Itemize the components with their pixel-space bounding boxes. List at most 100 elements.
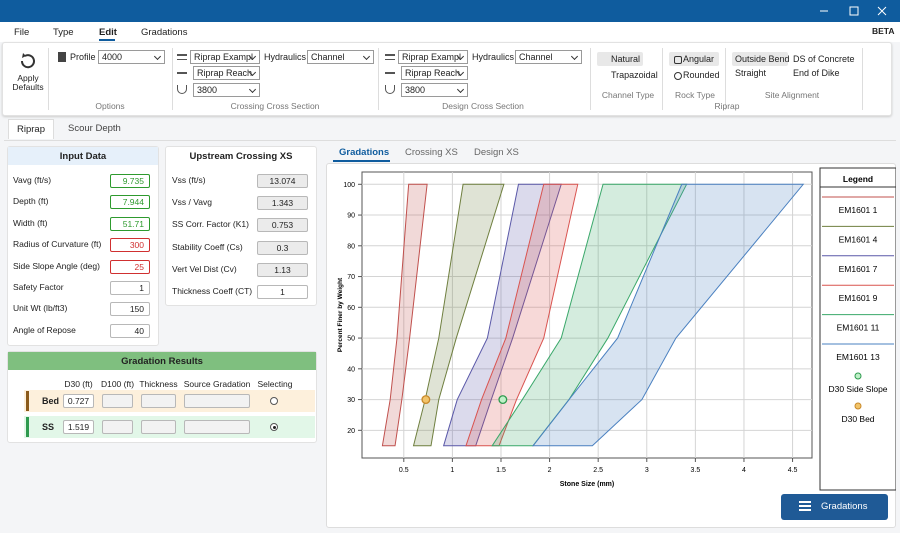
empty-cell[interactable] xyxy=(141,420,176,434)
empty-cell[interactable] xyxy=(102,420,133,434)
empty-cell[interactable] xyxy=(184,394,250,408)
select[interactable]: 4000 xyxy=(98,50,165,64)
d30-marker xyxy=(422,396,430,404)
tab[interactable]: Riprap xyxy=(8,119,54,139)
select[interactable]: Riprap Reach xyxy=(193,66,260,80)
legend-label: EM1601 1 xyxy=(839,205,878,215)
d30-marker xyxy=(499,396,507,404)
empty-cell[interactable] xyxy=(102,394,133,408)
channel-type-option[interactable]: Trapazoidal xyxy=(597,68,657,82)
chart-tab[interactable]: Design XS xyxy=(474,147,519,158)
input-value[interactable]: 300 xyxy=(110,238,150,252)
upstream-value[interactable]: 1 xyxy=(257,285,308,299)
row-bar xyxy=(26,391,29,411)
site-alignment-option[interactable]: End of Dike xyxy=(790,66,850,80)
separator xyxy=(378,48,379,110)
radio-dot xyxy=(273,426,276,429)
legend-label: EM1601 7 xyxy=(839,264,878,274)
empty-cell[interactable] xyxy=(141,394,176,408)
y-tick-label: 90 xyxy=(347,213,355,220)
x-tick-label: 4.5 xyxy=(788,467,798,474)
row-name: Bed xyxy=(42,396,59,406)
input-label: Width (ft) xyxy=(13,218,47,228)
radio[interactable] xyxy=(270,397,278,405)
input-value[interactable]: 25 xyxy=(110,260,150,274)
menu-item[interactable]: Type xyxy=(53,27,74,38)
upstream-value: 1.343 xyxy=(257,196,308,210)
site-alignment-option[interactable]: Straight xyxy=(732,66,782,80)
upstream-label: Vert Vel Dist (Cv) xyxy=(172,264,237,274)
legend-label: EM1601 4 xyxy=(839,234,878,244)
gradations-button[interactable]: Gradations xyxy=(781,494,888,520)
chart-tab[interactable]: Crossing XS xyxy=(405,147,458,158)
upstream-label: Stability Coeff (Cs) xyxy=(172,242,243,252)
input-label: Angle of Repose xyxy=(13,325,76,335)
radio[interactable] xyxy=(270,423,278,431)
group-label: Site Alignment xyxy=(765,90,819,100)
input-value[interactable]: 7.944 xyxy=(110,195,150,209)
rock-icon xyxy=(674,56,682,64)
rock-icon xyxy=(674,72,682,80)
site-alignment-option[interactable]: Outside Bend xyxy=(732,52,788,66)
panel-title: Gradation Results xyxy=(8,356,316,367)
d30-value[interactable]: 1.519 xyxy=(63,420,94,434)
input-label: Safety Factor xyxy=(13,282,64,292)
input-value[interactable]: 40 xyxy=(110,324,150,338)
legend-marker xyxy=(855,373,861,379)
y-tick-label: 20 xyxy=(347,428,355,435)
chart-tab[interactable]: Gradations xyxy=(339,147,389,158)
legend-label: EM1601 13 xyxy=(836,352,880,362)
row-bar xyxy=(26,417,29,437)
apply-defaults[interactable]: ApplyDefaults xyxy=(8,50,48,96)
input-label: Depth (ft) xyxy=(13,196,48,206)
select[interactable]: Riprap Exampl xyxy=(190,50,260,64)
select[interactable]: 3800 xyxy=(401,83,468,97)
menu-item[interactable]: Edit xyxy=(99,27,117,38)
upstream-label: SS Corr. Factor (K1) xyxy=(172,219,249,229)
legend-label: D30 Side Slope xyxy=(828,384,887,394)
group-label: Crossing Cross Section xyxy=(231,101,320,111)
tab-line xyxy=(4,140,896,141)
select[interactable]: 3800 xyxy=(193,83,260,97)
tab[interactable]: Scour Depth xyxy=(60,119,129,138)
input-value[interactable]: 9.735 xyxy=(110,174,150,188)
d30-value[interactable]: 0.727 xyxy=(63,394,94,408)
group-label: Channel Type xyxy=(602,90,654,100)
legend-marker xyxy=(855,403,861,409)
maximize[interactable] xyxy=(850,7,858,15)
column-header: D30 (ft) xyxy=(57,379,100,389)
profile-label: Profile xyxy=(70,52,96,62)
upstream-label: Vss / Vavg xyxy=(172,197,212,207)
select[interactable]: Channel xyxy=(515,50,582,64)
x-tick-label: 2 xyxy=(548,467,552,474)
reach-icon xyxy=(177,72,187,74)
column-header: Thickness xyxy=(135,379,182,389)
hydraulics-label: Hydraulics xyxy=(472,52,514,62)
refresh-icon xyxy=(8,50,48,72)
input-value[interactable]: 1 xyxy=(110,281,150,295)
select[interactable]: Riprap Exampl xyxy=(398,50,468,64)
select[interactable]: Riprap Reach xyxy=(401,66,468,80)
title-bar xyxy=(0,0,900,22)
x-tick-label: 1.5 xyxy=(496,467,506,474)
x-axis-label: Stone Size (mm) xyxy=(560,481,614,488)
x-tick-label: 4 xyxy=(742,467,746,474)
x-tick-label: 0.5 xyxy=(399,467,409,474)
menu-item[interactable]: Gradations xyxy=(141,27,187,38)
separator xyxy=(590,48,591,110)
row-name: SS xyxy=(42,422,54,432)
menu-item[interactable]: File xyxy=(14,27,29,38)
input-value[interactable]: 150 xyxy=(110,302,150,316)
y-tick-label: 60 xyxy=(347,305,355,312)
window-controls xyxy=(0,0,900,22)
channel-type-option[interactable]: Natural xyxy=(597,52,643,66)
select[interactable]: Channel xyxy=(307,50,374,64)
input-value[interactable]: 51.71 xyxy=(110,217,150,231)
close[interactable] xyxy=(878,7,886,15)
empty-cell[interactable] xyxy=(184,420,250,434)
input-label: Vavg (ft/s) xyxy=(13,175,51,185)
profile-icon xyxy=(58,52,66,62)
site-alignment-option[interactable]: DS of Concrete xyxy=(790,52,860,66)
reach-icon xyxy=(385,72,395,74)
